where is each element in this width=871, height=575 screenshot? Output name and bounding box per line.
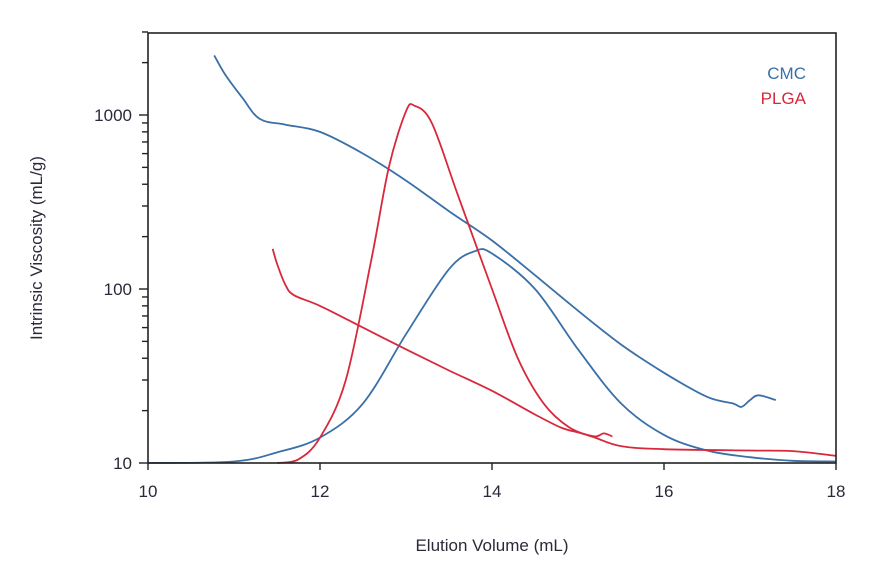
- y-tick-label: 1000: [94, 106, 132, 125]
- y-axis-title: Intrinsic Viscosity (mL/g): [27, 156, 46, 340]
- series-line-cmc-0: [213, 54, 777, 408]
- x-tick-label: 12: [311, 482, 330, 501]
- legend-plga: PLGA: [761, 89, 807, 108]
- plot-lines: [147, 54, 837, 464]
- plot-frame: [147, 32, 837, 464]
- series-line-plga-3: [276, 103, 837, 464]
- x-tick-label: 10: [139, 482, 158, 501]
- ticks: 10 12 14 16 18 10 100 1000: [94, 31, 846, 501]
- x-tick-label: 18: [827, 482, 846, 501]
- x-axis-title: Elution Volume (mL): [415, 536, 568, 555]
- x-tick-label: 14: [483, 482, 502, 501]
- series-line-cmc-1: [147, 248, 837, 464]
- legend-cmc: CMC: [767, 64, 806, 83]
- x-tick-label: 16: [655, 482, 674, 501]
- axes: [147, 32, 837, 464]
- y-tick-label: 10: [113, 454, 132, 473]
- y-tick-label: 100: [104, 280, 132, 299]
